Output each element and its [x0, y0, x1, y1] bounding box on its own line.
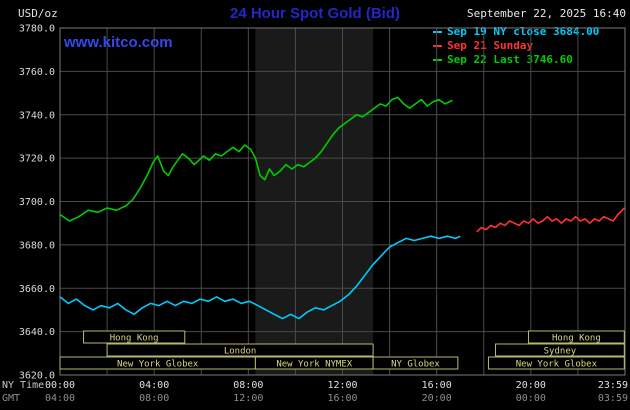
x-tick-gmt: 12:00	[233, 393, 263, 404]
session-box	[487, 356, 625, 370]
x-tick-ny: 16:00	[422, 380, 452, 391]
kitco-watermark-link[interactable]: www.kitco.com	[64, 34, 173, 51]
series-line-sep-21-sunday	[476, 207, 626, 233]
legend-item-sep21: Sep 21 Sunday	[433, 39, 599, 53]
x-tick-gmt: 20:00	[422, 393, 452, 404]
session-box	[106, 343, 374, 357]
y-tick-label: 3720.0	[19, 154, 55, 165]
x-tick-gmt: 00:00	[516, 393, 546, 404]
session-box	[495, 343, 625, 357]
series-line-sep-19-ny-close	[59, 235, 461, 320]
legend-label: Sep 22 Last 3746.60	[447, 53, 573, 66]
ny-time-caption: NY Time	[2, 380, 44, 391]
gmt-caption: GMT	[2, 393, 20, 404]
x-tick-gmt: 08:00	[139, 393, 169, 404]
chart-datetime: September 22, 2025 16:40	[467, 7, 626, 20]
session-label: Sydney	[544, 347, 577, 357]
y-tick-label: 3760.0	[19, 67, 55, 78]
x-tick-ny: 00:00	[45, 380, 75, 391]
legend-item-sep22: Sep 22 Last 3746.60	[433, 53, 599, 67]
x-tick-ny: 08:00	[233, 380, 263, 391]
session-box	[372, 356, 459, 370]
legend-dash-icon	[433, 31, 442, 33]
x-tick-ny: 23:59	[598, 380, 628, 391]
page-title: 24 Hour Spot Gold (Bid)	[230, 5, 400, 22]
x-tick-gmt: 03:59	[598, 393, 628, 404]
x-tick-gmt: 16:00	[327, 393, 357, 404]
y-tick-label: 3740.0	[19, 110, 55, 121]
y-axis-units-label: USD/oz	[18, 7, 58, 20]
session-label: New York NYMEX	[276, 360, 352, 370]
y-tick-label: 3620.0	[19, 371, 55, 382]
session-box	[527, 330, 625, 344]
x-tick-ny: 20:00	[516, 380, 546, 391]
y-tick-label: 3700.0	[19, 197, 55, 208]
x-tick-gmt: 04:00	[45, 393, 75, 404]
session-box	[83, 330, 186, 344]
session-label: Hong Kong	[552, 334, 601, 344]
session-label: New York Globex	[516, 360, 598, 370]
x-tick-ny: 04:00	[139, 380, 169, 391]
session-label: Hong Kong	[110, 334, 159, 344]
session-label: New York Globex	[117, 360, 199, 370]
y-tick-label: 3660.0	[19, 284, 55, 295]
legend-dash-icon	[433, 59, 442, 61]
y-tick-label: 3680.0	[19, 240, 55, 251]
session-label: London	[224, 347, 257, 357]
legend-label: Sep 21 Sunday	[447, 39, 534, 52]
series-line-sep-22-last	[59, 96, 453, 222]
y-tick-label: 3780.0	[19, 24, 55, 35]
x-tick-ny: 12:00	[327, 380, 357, 391]
plot-frame	[59, 27, 626, 376]
legend-dash-icon	[433, 45, 442, 47]
session-label: NY Globex	[391, 360, 440, 370]
y-tick-label: 3640.0	[19, 327, 55, 338]
